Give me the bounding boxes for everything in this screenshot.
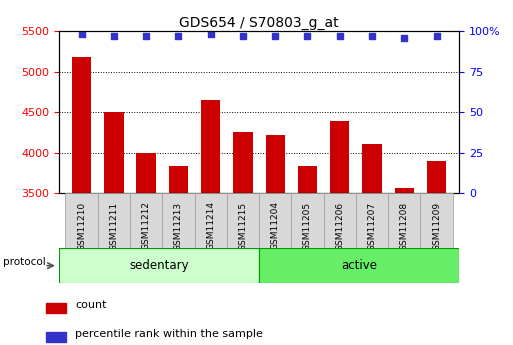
Text: GSM11211: GSM11211 bbox=[109, 201, 119, 250]
Text: GSM11207: GSM11207 bbox=[367, 201, 377, 250]
Point bbox=[77, 31, 86, 37]
Text: GSM11214: GSM11214 bbox=[206, 201, 215, 250]
Text: GSM11212: GSM11212 bbox=[142, 201, 151, 250]
Bar bbox=[130, 193, 162, 248]
Point bbox=[207, 31, 215, 37]
Text: active: active bbox=[341, 259, 377, 272]
Bar bbox=[162, 193, 194, 248]
Title: GDS654 / S70803_g_at: GDS654 / S70803_g_at bbox=[179, 16, 339, 30]
Text: GSM11205: GSM11205 bbox=[303, 201, 312, 250]
Bar bbox=[46, 303, 66, 313]
Bar bbox=[136, 152, 156, 193]
Bar bbox=[291, 193, 324, 248]
Bar bbox=[233, 132, 252, 193]
Bar bbox=[46, 332, 66, 342]
Bar bbox=[104, 112, 124, 193]
Point bbox=[303, 33, 311, 39]
Text: GSM11204: GSM11204 bbox=[271, 201, 280, 250]
Bar bbox=[362, 144, 382, 193]
Bar bbox=[324, 193, 356, 248]
Point bbox=[432, 33, 441, 39]
Bar bbox=[169, 166, 188, 193]
Bar bbox=[227, 193, 259, 248]
Bar bbox=[330, 121, 349, 193]
Bar bbox=[97, 193, 130, 248]
Point bbox=[142, 33, 150, 39]
Point bbox=[336, 33, 344, 39]
Text: GSM11208: GSM11208 bbox=[400, 201, 409, 250]
Bar bbox=[194, 193, 227, 248]
Text: GSM11215: GSM11215 bbox=[239, 201, 247, 250]
Bar bbox=[388, 193, 421, 248]
Text: count: count bbox=[75, 300, 106, 310]
Text: GSM11209: GSM11209 bbox=[432, 201, 441, 250]
Text: percentile rank within the sample: percentile rank within the sample bbox=[75, 329, 263, 339]
Text: GSM11213: GSM11213 bbox=[174, 201, 183, 250]
Text: GSM11210: GSM11210 bbox=[77, 201, 86, 250]
Bar bbox=[201, 100, 221, 193]
Point bbox=[174, 33, 183, 39]
Bar bbox=[356, 193, 388, 248]
Bar bbox=[59, 248, 259, 283]
Bar bbox=[259, 248, 459, 283]
Point bbox=[110, 33, 118, 39]
Point bbox=[400, 35, 408, 40]
Point bbox=[271, 33, 279, 39]
Bar bbox=[298, 166, 317, 193]
Bar bbox=[66, 193, 97, 248]
Bar bbox=[394, 188, 414, 193]
Point bbox=[239, 33, 247, 39]
Bar bbox=[421, 193, 452, 248]
Bar bbox=[427, 161, 446, 193]
Point bbox=[368, 33, 376, 39]
Bar bbox=[259, 193, 291, 248]
Bar bbox=[266, 135, 285, 193]
Bar bbox=[72, 57, 91, 193]
Text: sedentary: sedentary bbox=[129, 259, 189, 272]
Text: protocol: protocol bbox=[3, 257, 46, 267]
Text: GSM11206: GSM11206 bbox=[335, 201, 344, 250]
